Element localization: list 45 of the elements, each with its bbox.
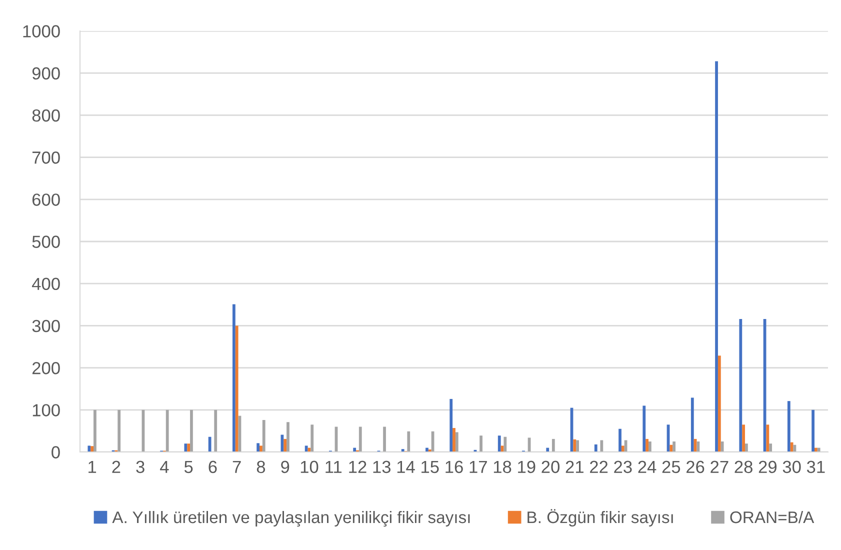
y-tick-label: 100 (32, 404, 60, 416)
x-tick-label: 2 (112, 460, 120, 473)
y-tick-label: 900 (32, 67, 60, 80)
x-tick-label: 19 (518, 460, 536, 474)
y-tick-label: 1000 (23, 25, 60, 38)
x-tick-label: 6 (208, 460, 217, 474)
x-tick-label: 29 (758, 460, 777, 474)
x-tick-label: 8 (256, 460, 266, 474)
legend-label: A. Yıllık üretilen ve paylaşılan yenilikçi fikir sayısı (112, 510, 470, 527)
x-tick-label: 7 (232, 460, 241, 473)
x-tick-label: 24 (638, 460, 656, 473)
x-tick-label: 28 (734, 460, 752, 474)
x-tick-label: 11 (326, 460, 342, 473)
x-tick-label: 30 (782, 460, 801, 474)
x-tick-label: 17 (470, 460, 487, 473)
y-tick-label: 300 (32, 320, 60, 332)
y-tick-label: 500 (32, 236, 60, 248)
x-tick-label: 25 (662, 460, 680, 474)
legend-label: ORAN=B/A (730, 510, 814, 524)
x-tick-label: 18 (494, 460, 512, 474)
x-tick-label: 20 (542, 460, 560, 474)
y-tick-label: 800 (32, 109, 60, 122)
x-tick-label: 5 (184, 460, 193, 474)
x-tick-label: 1 (88, 460, 96, 473)
y-tick-label: 700 (32, 151, 60, 164)
y-tick-label: 0 (52, 446, 60, 458)
x-tick-label: 23 (614, 460, 632, 474)
x-tick-label: 13 (373, 460, 391, 474)
y-tick-label: 200 (32, 362, 60, 374)
y-tick-label: 400 (32, 278, 60, 290)
x-tick-label: 10 (300, 460, 318, 474)
x-tick-label: 3 (136, 460, 144, 474)
x-tick-label: 12 (349, 460, 366, 473)
x-tick-label: 4 (160, 460, 169, 473)
legend-label: B. Özgün fikir sayısı (528, 509, 673, 527)
x-tick-label: 22 (590, 460, 608, 473)
x-tick-label: 9 (281, 460, 290, 474)
x-tick-label: 27 (710, 460, 728, 473)
y-tick-label: 600 (32, 194, 60, 206)
x-tick-label: 14 (397, 460, 415, 473)
x-tick-label: 31 (806, 460, 825, 474)
x-tick-label: 21 (566, 460, 584, 473)
x-tick-label: 26 (686, 460, 704, 474)
x-tick-label: 16 (446, 460, 463, 474)
x-tick-label: 15 (422, 460, 439, 474)
